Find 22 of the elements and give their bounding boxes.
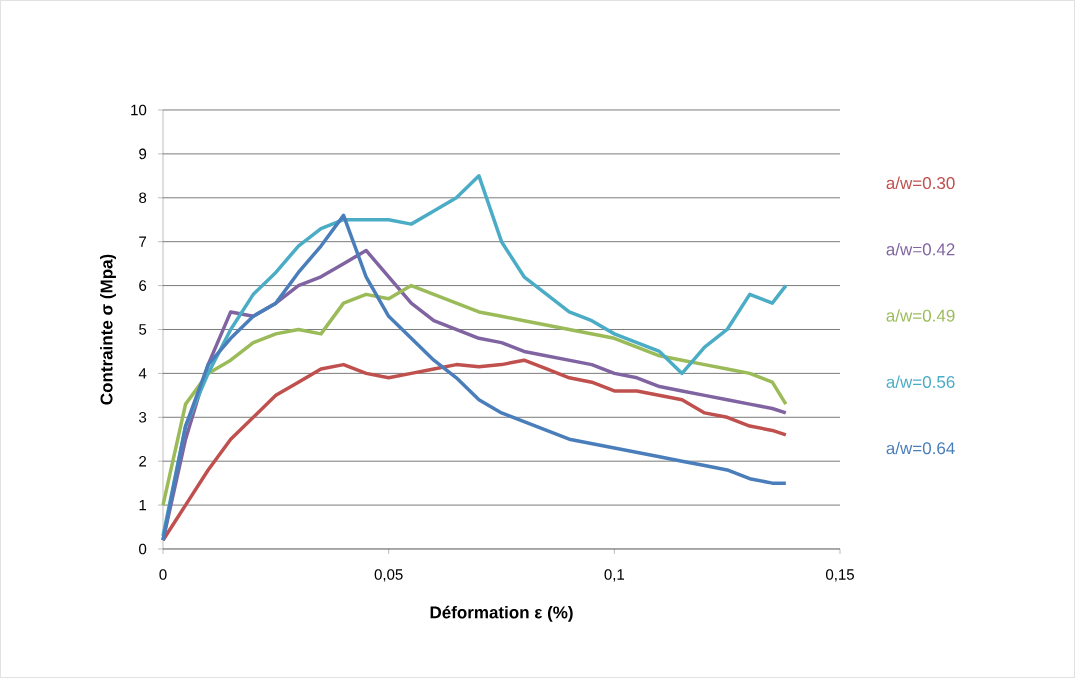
y-tick-label: 4 [138,368,147,379]
text: a/w=0.30 [886,176,955,190]
y-tick-label: 3 [139,411,147,423]
y-tick-label: 1 [139,499,147,511]
y-tick-label: 2 [139,455,147,467]
y-tick-label: 5 [139,324,147,335]
y-tick-label: 9 [139,148,147,160]
x-tick-label: 0 [159,569,167,580]
y-tick-label: 7 [139,236,147,247]
x-tick-label: 0,05 [374,569,403,582]
text: a/w=0.42 [886,242,955,256]
y-tick-label: 10 [131,104,147,116]
x-tick-label: 0,15 [826,569,854,582]
y-tick-label: 6 [139,280,147,291]
y-tick-label: 8 [139,192,147,204]
text: a/w=0.49 [886,309,955,322]
y-axis-title: Contrainte σ (Mpa) [100,254,116,405]
x-tick-label: 0,1 [604,569,625,582]
text: a/w=0.56 [886,375,955,388]
text: a/w=0.64 [886,441,955,455]
x-axis-title: Déformation ε (%) [430,605,573,622]
y-tick-label: 0 [139,543,147,555]
